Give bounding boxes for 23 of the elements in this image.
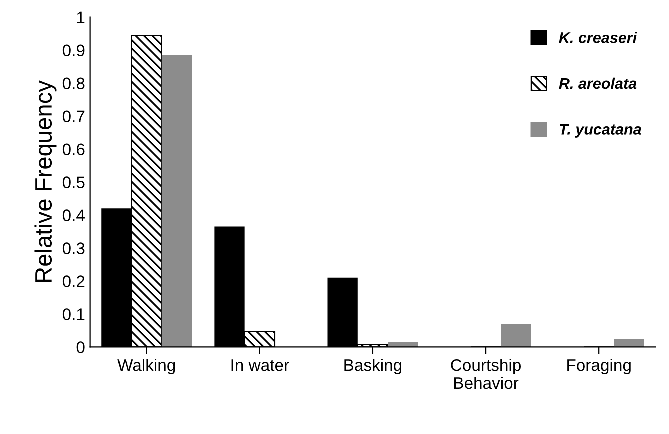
- bar: [614, 338, 644, 348]
- legend-label: K. creaseri: [559, 32, 638, 44]
- legend-label: T. yucatana: [560, 124, 642, 138]
- y-tick-label: 0.3: [62, 242, 85, 254]
- y-tick-label: 0: [76, 342, 85, 354]
- legend-label: R. areolata: [559, 78, 637, 90]
- y-tick-label: 0.1: [62, 308, 85, 320]
- y-axis-title: Relative Frequency: [34, 80, 57, 282]
- x-tick-label: Courtship Behavior: [451, 359, 521, 390]
- y-tick-label: 0.9: [62, 44, 85, 57]
- bar: [162, 55, 192, 348]
- y-tick-label: 0.8: [62, 78, 85, 90]
- y-tick-label: 0.4: [62, 210, 85, 222]
- x-tick-label: Walking: [118, 359, 176, 375]
- y-tick-label: 0.5: [62, 176, 85, 188]
- x-tick-label: In water: [232, 360, 290, 372]
- y-tick-label: 0.7: [62, 110, 85, 123]
- y-tick-label: 1: [77, 12, 85, 24]
- bar: [501, 324, 532, 348]
- x-tick-label: Basking: [344, 359, 402, 375]
- y-tick-label: 0.6: [62, 144, 85, 156]
- y-tick-label: 0.2: [62, 276, 85, 288]
- x-tick-label: Foraging: [568, 359, 631, 375]
